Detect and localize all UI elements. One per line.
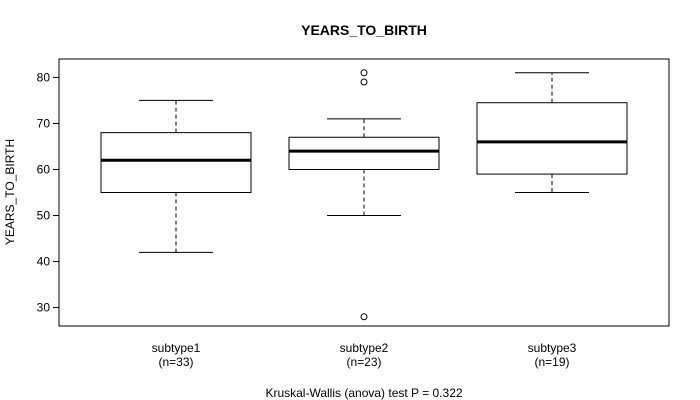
test-footnote: Kruskal-Wallis (anova) test P = 0.322 — [265, 386, 462, 400]
category-labels: subtype1(n=33) subtype2(n=23) subtype3(n=1… — [152, 341, 577, 369]
y-tick-label: 80 — [37, 70, 51, 84]
iqr-box — [100, 132, 252, 193]
category-count-label: (n=19) — [534, 355, 569, 369]
box-subtype2 — [288, 69, 440, 321]
y-tick-label: 70 — [37, 116, 51, 130]
y-tick-label: 60 — [37, 162, 51, 176]
chart-title: YEARS_TO_BIRTH — [301, 22, 427, 38]
y-tick-label: 40 — [37, 255, 51, 269]
y-tick-label: 30 — [37, 301, 51, 315]
category-label: subtype2 — [340, 341, 389, 355]
category-label: subtype3 — [528, 341, 577, 355]
outlier-point — [360, 69, 368, 77]
y-tick-label: 50 — [37, 209, 51, 223]
y-axis: 30 40 50 60 70 80 — [37, 70, 60, 315]
category-label: subtype1 — [152, 341, 201, 355]
iqr-box — [476, 102, 628, 175]
box-subtype1 — [100, 99, 252, 253]
outlier-point — [360, 78, 368, 86]
category-count-label: (n=33) — [158, 355, 193, 369]
boxes-group — [100, 69, 628, 321]
y-axis-label: YEARS_TO_BIRTH — [3, 139, 17, 245]
outlier-point — [360, 313, 368, 321]
box-subtype3 — [476, 72, 628, 193]
category-count-label: (n=23) — [346, 355, 381, 369]
iqr-box — [288, 136, 440, 170]
